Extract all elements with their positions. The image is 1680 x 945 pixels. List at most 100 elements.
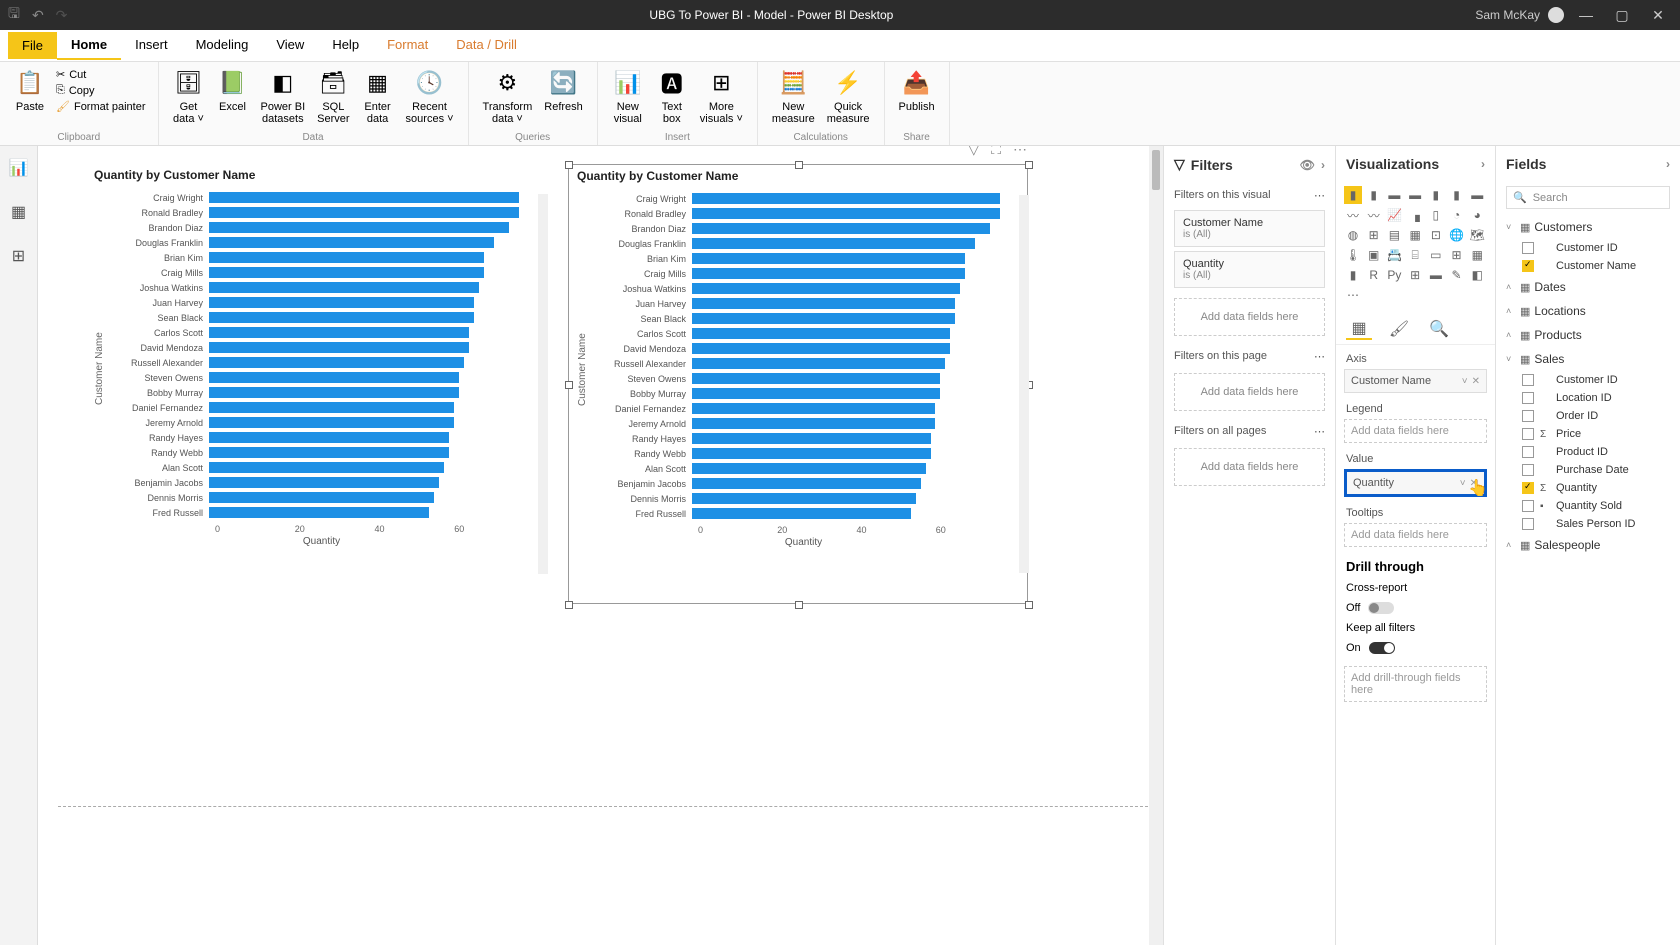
bar-row[interactable]: Carlos Scott xyxy=(592,326,1015,341)
chart-0[interactable]: Quantity by Customer NameCustomer Name C… xyxy=(86,164,546,604)
bar-row[interactable]: Dennis Morris xyxy=(109,490,534,505)
bar-row[interactable]: Bobby Murray xyxy=(109,385,534,400)
bar-row[interactable]: Fred Russell xyxy=(592,506,1015,521)
viz-type-17[interactable]: ▦ xyxy=(1406,226,1424,244)
more-visuals[interactable]: ⊞ Morevisuals ˅ xyxy=(694,65,749,127)
bar-row[interactable]: Dennis Morris xyxy=(592,491,1015,506)
analytics-tab[interactable]: 🔍 xyxy=(1426,318,1452,340)
viz-type-25[interactable]: ▭ xyxy=(1427,246,1445,264)
report-view-button[interactable]: 📊 xyxy=(5,154,33,182)
minimize-button[interactable]: — xyxy=(1572,7,1600,23)
resize-handle[interactable] xyxy=(1025,161,1033,169)
chevron-down-icon[interactable]: ˅ xyxy=(1462,376,1468,387)
viz-type-29[interactable]: R xyxy=(1365,266,1383,284)
transform-data[interactable]: ⚙ Transformdata ˅ xyxy=(477,65,539,127)
bar-row[interactable]: Bobby Murray xyxy=(592,386,1015,401)
keep-filters-toggle[interactable] xyxy=(1369,642,1395,654)
drill-through-well[interactable]: Add drill-through fields here xyxy=(1344,666,1487,702)
bar-row[interactable]: David Mendoza xyxy=(109,340,534,355)
value-well[interactable]: Quantity ˅✕ 👆 xyxy=(1344,469,1487,497)
bar-row[interactable]: Douglas Franklin xyxy=(109,235,534,250)
undo-icon[interactable]: ↶ xyxy=(32,7,44,24)
filter-icon[interactable]: ▽ xyxy=(968,146,979,158)
table-products[interactable]: ˄ ▦ Products xyxy=(1496,323,1680,347)
viz-type-24[interactable]: ⌸ xyxy=(1406,246,1424,264)
table-customers[interactable]: ˅ ▦ Customers xyxy=(1496,215,1680,239)
field-purchase-date[interactable]: Purchase Date xyxy=(1496,461,1680,479)
resize-handle[interactable] xyxy=(565,601,573,609)
fields-search[interactable]: 🔍 Search xyxy=(1506,186,1670,209)
new-visual[interactable]: 📊 Newvisual xyxy=(606,65,650,127)
sql-server[interactable]: 🗃 SQLServer xyxy=(311,65,355,127)
collapse-icon[interactable]: › xyxy=(1481,157,1485,171)
bar-row[interactable]: Brian Kim xyxy=(592,251,1015,266)
viz-type-30[interactable]: Py xyxy=(1385,266,1403,284)
viz-type-2[interactable]: ▬ xyxy=(1385,186,1403,204)
maximize-button[interactable]: ▢ xyxy=(1608,7,1636,24)
checkbox[interactable] xyxy=(1522,392,1534,404)
report-canvas[interactable]: Quantity by Customer NameCustomer Name C… xyxy=(38,146,1163,945)
table-dates[interactable]: ˄ ▦ Dates xyxy=(1496,275,1680,299)
viz-type-9[interactable]: 📈 xyxy=(1385,206,1403,224)
field-product-id[interactable]: Product ID xyxy=(1496,443,1680,461)
new-measure[interactable]: 🧮 Newmeasure xyxy=(766,65,821,127)
checkbox[interactable] xyxy=(1522,374,1534,386)
field-customer-id[interactable]: Customer ID xyxy=(1496,239,1680,257)
remove-icon[interactable]: ✕ xyxy=(1470,478,1478,489)
checkbox[interactable] xyxy=(1522,464,1534,476)
viz-type-27[interactable]: ▦ xyxy=(1468,246,1486,264)
bar-row[interactable]: Daniel Fernandez xyxy=(592,401,1015,416)
chart-scrollbar[interactable] xyxy=(538,194,548,574)
close-button[interactable]: ✕ xyxy=(1644,7,1672,24)
bar-row[interactable]: Craig Mills xyxy=(592,266,1015,281)
cross-report-toggle[interactable] xyxy=(1368,602,1394,614)
bar-row[interactable]: Ronald Bradley xyxy=(109,205,534,220)
viz-type-5[interactable]: ▮ xyxy=(1448,186,1466,204)
bar-row[interactable]: Jeremy Arnold xyxy=(592,416,1015,431)
checkbox[interactable] xyxy=(1522,482,1534,494)
filter-card[interactable]: Customer Name is (All) xyxy=(1174,210,1325,247)
data-view-button[interactable]: ▦ xyxy=(5,198,33,226)
resize-handle[interactable] xyxy=(795,601,803,609)
chart-scrollbar[interactable] xyxy=(1019,195,1029,573)
viz-type-33[interactable]: ✎ xyxy=(1448,266,1466,284)
checkbox[interactable] xyxy=(1522,518,1534,530)
model-view-button[interactable]: ⊞ xyxy=(5,242,33,270)
checkbox[interactable] xyxy=(1522,500,1534,512)
more-icon[interactable]: ⋯ xyxy=(1314,425,1325,438)
more-icon[interactable]: ⋯ xyxy=(1314,189,1325,202)
resize-handle[interactable] xyxy=(795,161,803,169)
viz-type-12[interactable]: ◔ xyxy=(1448,206,1466,224)
bar-row[interactable]: Ronald Bradley xyxy=(592,206,1015,221)
bar-row[interactable]: Fred Russell xyxy=(109,505,534,520)
bar-row[interactable]: Daniel Fernandez xyxy=(109,400,534,415)
menu-home[interactable]: Home xyxy=(57,31,121,60)
checkbox[interactable] xyxy=(1522,428,1534,440)
excel[interactable]: 📗 Excel xyxy=(211,65,255,115)
save-icon[interactable]: 🖫 xyxy=(8,3,20,27)
format-painter-button[interactable]: 🖌Format painter xyxy=(52,99,150,114)
recent-sources[interactable]: 🕓 Recentsources ˅ xyxy=(400,65,460,127)
field-location-id[interactable]: Location ID xyxy=(1496,389,1680,407)
eye-icon[interactable]: 👁 xyxy=(1300,158,1315,172)
checkbox[interactable] xyxy=(1522,446,1534,458)
viz-type-0[interactable]: ▮ xyxy=(1344,186,1362,204)
viz-type-13[interactable]: ◕ xyxy=(1468,206,1486,224)
viz-type-21[interactable]: 🌡 xyxy=(1344,246,1362,264)
filter-card[interactable]: Quantity is (All) xyxy=(1174,251,1325,288)
bar-row[interactable]: Brandon Diaz xyxy=(592,221,1015,236)
bar-row[interactable]: Randy Hayes xyxy=(109,430,534,445)
bar-row[interactable]: Craig Mills xyxy=(109,265,534,280)
refresh[interactable]: 🔄 Refresh xyxy=(538,65,589,115)
menu-datadrill[interactable]: Data / Drill xyxy=(442,31,531,60)
viz-type-18[interactable]: ⊡ xyxy=(1427,226,1445,244)
bar-row[interactable]: Craig Wright xyxy=(592,191,1015,206)
bar-row[interactable]: Alan Scott xyxy=(109,460,534,475)
canvas-scrollbar[interactable] xyxy=(1149,146,1163,945)
bar-row[interactable]: Juan Harvey xyxy=(109,295,534,310)
bar-row[interactable]: Russell Alexander xyxy=(109,355,534,370)
viz-type-34[interactable]: ◧ xyxy=(1468,266,1486,284)
checkbox[interactable] xyxy=(1522,242,1534,254)
chevron-down-icon[interactable]: ˅ xyxy=(1460,478,1466,489)
bar-row[interactable]: Joshua Watkins xyxy=(592,281,1015,296)
